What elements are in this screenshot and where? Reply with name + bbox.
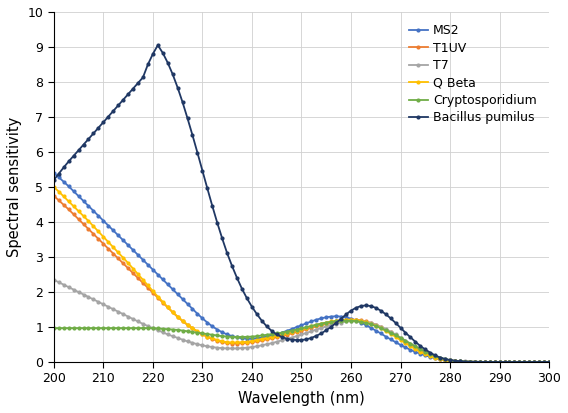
T1UV — [174, 314, 181, 319]
Cryptosporidium — [51, 325, 57, 330]
Cryptosporidium — [353, 319, 360, 324]
Legend: MS2, T1UV, T7, Q Beta, Cryptosporidium, Bacillus pumilus: MS2, T1UV, T7, Q Beta, Cryptosporidium, … — [403, 18, 543, 131]
Bacillus pumilus — [154, 43, 161, 47]
MS2 — [348, 316, 354, 321]
MS2 — [174, 292, 181, 297]
Bacillus pumilus — [546, 360, 553, 365]
T7 — [348, 318, 354, 323]
Cryptosporidium — [427, 351, 433, 356]
T1UV — [422, 351, 429, 356]
Cryptosporidium — [501, 360, 508, 365]
MS2 — [278, 330, 285, 335]
Cryptosporidium — [402, 338, 409, 343]
Bacillus pumilus — [427, 350, 433, 355]
T7 — [546, 360, 553, 365]
Line: Cryptosporidium: Cryptosporidium — [52, 319, 551, 364]
Line: MS2: MS2 — [52, 171, 551, 364]
T7 — [422, 349, 429, 354]
Bacillus pumilus — [51, 178, 57, 183]
T1UV — [491, 360, 498, 365]
T7 — [496, 360, 503, 365]
T1UV — [85, 227, 92, 232]
Cryptosporidium — [337, 318, 344, 323]
Q Beta — [51, 185, 57, 190]
T1UV — [51, 193, 57, 198]
Cryptosporidium — [174, 328, 181, 332]
Q Beta — [546, 360, 553, 365]
MS2 — [85, 204, 92, 209]
Bacillus pumilus — [85, 137, 92, 142]
T7 — [51, 277, 57, 282]
Q Beta — [174, 314, 181, 319]
Line: Q Beta: Q Beta — [52, 185, 551, 364]
X-axis label: Wavelength (nm): Wavelength (nm) — [238, 391, 365, 406]
Cryptosporidium — [278, 330, 285, 335]
Q Beta — [496, 360, 503, 365]
T7 — [397, 335, 404, 340]
Bacillus pumilus — [353, 305, 360, 310]
T7 — [278, 338, 285, 343]
Cryptosporidium — [85, 325, 92, 330]
T1UV — [546, 360, 553, 365]
T1UV — [397, 336, 404, 341]
Y-axis label: Spectral sensitivity: Spectral sensitivity — [7, 117, 22, 257]
MS2 — [397, 342, 404, 347]
Cryptosporidium — [546, 360, 553, 365]
MS2 — [422, 353, 429, 358]
Line: Bacillus pumilus: Bacillus pumilus — [52, 43, 551, 364]
Bacillus pumilus — [179, 100, 186, 105]
Q Beta — [85, 218, 92, 223]
Q Beta — [422, 351, 429, 356]
Line: T7: T7 — [52, 278, 551, 364]
Q Beta — [278, 332, 285, 337]
Bacillus pumilus — [402, 330, 409, 335]
Bacillus pumilus — [283, 336, 290, 341]
T7 — [174, 335, 181, 340]
Q Beta — [348, 317, 354, 322]
Line: T1UV: T1UV — [52, 194, 551, 364]
MS2 — [496, 360, 503, 365]
T1UV — [278, 334, 285, 339]
MS2 — [546, 360, 553, 365]
T1UV — [348, 317, 354, 322]
MS2 — [51, 171, 57, 176]
T7 — [85, 294, 92, 299]
Bacillus pumilus — [491, 360, 498, 365]
Q Beta — [397, 337, 404, 342]
